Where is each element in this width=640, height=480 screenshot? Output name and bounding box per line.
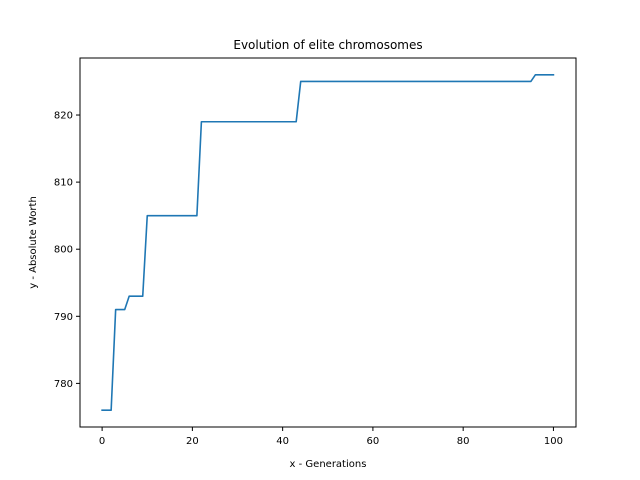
- x-tick-label: 100: [544, 436, 563, 447]
- y-tick-label: 810: [54, 178, 73, 189]
- x-axis-label: x - Generations: [290, 459, 367, 470]
- y-tick-label: 780: [54, 379, 73, 390]
- y-tick-label: 800: [54, 245, 73, 256]
- y-axis: 780 790 800 810 820: [54, 111, 80, 390]
- x-axis: 0 20 40 60 80 100: [99, 427, 563, 447]
- axes-frame: [79, 57, 577, 428]
- x-tick-label: 0: [99, 436, 105, 447]
- chart-title: Evolution of elite chromosomes: [233, 38, 422, 52]
- x-tick-label: 80: [457, 436, 470, 447]
- y-axis-label: y - Absolute Worth: [28, 196, 39, 289]
- x-tick-label: 20: [186, 436, 199, 447]
- y-tick-label: 820: [54, 111, 73, 122]
- series-line-0: [101, 73, 555, 412]
- plot-area: [101, 73, 555, 412]
- y-tick-label: 790: [54, 312, 73, 323]
- x-tick-label: 40: [276, 436, 289, 447]
- x-tick-label: 60: [367, 436, 380, 447]
